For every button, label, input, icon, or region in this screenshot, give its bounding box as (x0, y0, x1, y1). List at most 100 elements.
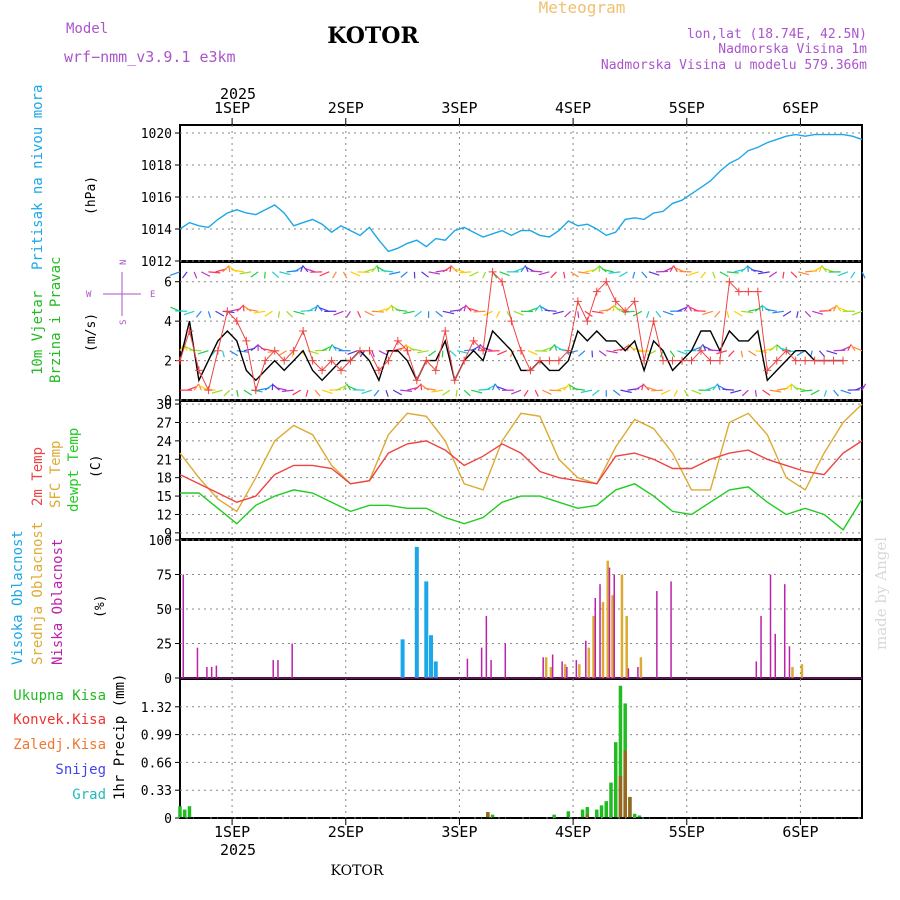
wind-arrow (840, 345, 851, 352)
cloud-low-bar (656, 591, 658, 678)
wind-gust-marker (820, 356, 829, 365)
pressure-tick-label: 1018 (141, 159, 172, 174)
wind-arrow (620, 345, 629, 352)
compass-south: S (119, 320, 129, 325)
wind-arrow (197, 383, 202, 391)
wind-arrow (730, 389, 742, 394)
lonlat-info: lon,lat (18.74E, 42.5N) (687, 27, 867, 42)
wind-arrow (364, 310, 375, 317)
cloud-mid-bar (611, 595, 614, 678)
precip-tick-label: 0.33 (141, 784, 172, 799)
precip-conv-bar (585, 814, 590, 818)
wind-arrow (578, 350, 586, 357)
wind-arrow (591, 310, 604, 314)
wind-arrow (852, 346, 863, 352)
wind-arrow (376, 265, 380, 273)
precip-legend-item: Ukupna Kisa (13, 688, 106, 704)
wind-arrow (606, 350, 618, 354)
wind-arrow (232, 269, 245, 273)
wind-gust-marker (479, 346, 488, 355)
wind-arrow (264, 271, 266, 279)
wind-arrow (195, 310, 202, 318)
temp-tick-label: 30 (156, 398, 172, 413)
tsfc-label: SFC Temp (48, 441, 64, 508)
wind-arrow (602, 268, 614, 273)
wind-arrow (630, 347, 642, 352)
wind-arrow (300, 265, 304, 273)
wind-arrow (300, 309, 313, 312)
cloud-low-bar (670, 581, 672, 678)
wind-gust-marker (498, 277, 507, 286)
wind-gust-marker (611, 297, 620, 306)
wind-arrow (420, 384, 429, 391)
wind-arrow (208, 271, 221, 274)
wind-arrow (669, 350, 676, 358)
wind-arrow (719, 271, 729, 278)
wind-arrow (304, 267, 316, 273)
wind-arrow (662, 267, 673, 273)
wind-arrow (293, 266, 303, 273)
wind-arrow (570, 271, 579, 278)
wind-arrow (222, 265, 230, 273)
wind-arrow (281, 389, 294, 393)
wind-arrow (250, 271, 259, 278)
wind-arrow (758, 271, 770, 275)
wind-arrow (381, 269, 394, 273)
wind-gust-marker (649, 317, 658, 326)
wind-gust-marker (791, 356, 800, 365)
wind-arrow (336, 385, 346, 391)
wind-frame (179, 261, 863, 401)
plot-area: 1012101410161018102002469121518212427300… (141, 125, 867, 827)
wind-arrow (691, 346, 702, 352)
wind-arrow (851, 310, 863, 316)
wind-gust-marker (535, 356, 544, 365)
wind-gust-marker (337, 366, 346, 375)
wind-arrow (361, 389, 373, 395)
wind-tick-label: 6 (164, 276, 172, 291)
wind-arrow (683, 389, 689, 397)
precip-total-bar (618, 685, 623, 818)
wind-arrow (329, 389, 342, 391)
wind-arrow (811, 266, 822, 273)
wind-arrow (782, 271, 785, 279)
wind-arrow (826, 306, 836, 312)
wind-gust-marker (668, 356, 677, 365)
wind-arrow (563, 271, 566, 279)
wind-gust-marker (318, 366, 327, 375)
wind-arrow (242, 304, 245, 312)
cloud-tick-label: 25 (156, 638, 172, 653)
temp-unit: (C) (89, 455, 104, 478)
wind-arrow (648, 271, 660, 276)
wind-arrow (403, 310, 415, 315)
wind-arrow (442, 266, 451, 273)
cloud-tick-label: 75 (156, 569, 172, 584)
wind-arrow (823, 267, 834, 273)
cloud-low-bar (542, 657, 544, 678)
cloud-low-bar (551, 654, 554, 678)
cloud-low-bar (182, 574, 184, 678)
wind-arrow (669, 265, 675, 273)
precip-total-bar (637, 815, 642, 818)
wind-arrow (378, 350, 388, 356)
wind-arrow (509, 350, 515, 358)
wind-arrow (286, 310, 293, 318)
wind-arrow (511, 389, 522, 395)
cloud-low-bar (594, 597, 597, 678)
wind-gust-marker (251, 386, 260, 395)
wind-arrows (169, 265, 867, 397)
wind-arrow (544, 309, 557, 312)
wind-gust-marker (744, 287, 753, 296)
precip-tick-label: 0 (164, 812, 172, 827)
cloud-low-bar (480, 647, 483, 678)
wind-arrow (641, 271, 648, 279)
wind-arrow (861, 271, 866, 279)
wind-gust-marker (782, 346, 791, 355)
wind-arrow (207, 311, 212, 318)
wind-arrow (790, 383, 793, 391)
precip-total-bar (552, 814, 556, 818)
cloud-low-bar (196, 647, 199, 678)
wind-arrow (183, 310, 195, 316)
wind-arrow (442, 310, 455, 315)
cloud-mid-bar (601, 602, 605, 678)
wind-gust-marker (213, 346, 222, 355)
